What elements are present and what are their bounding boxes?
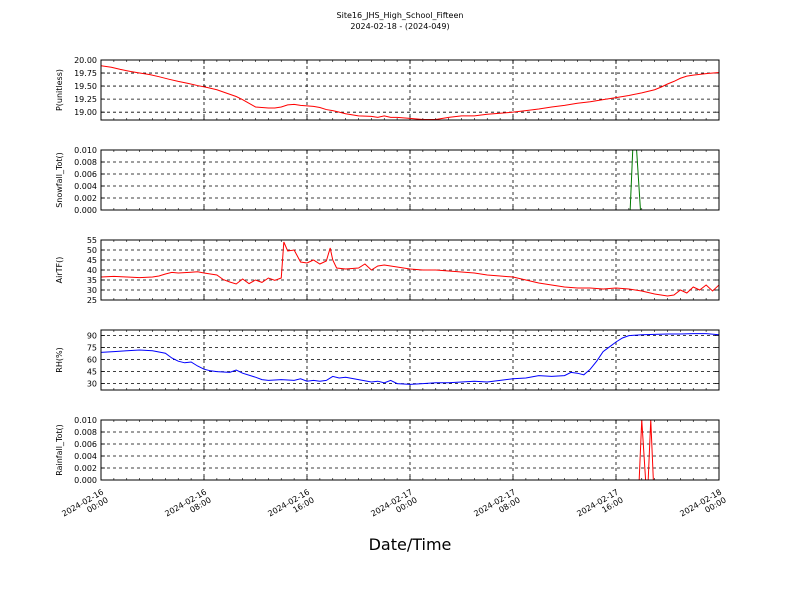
panel-frame bbox=[100, 239, 720, 301]
y-axis-label: RH(%) bbox=[55, 347, 64, 372]
panel-frame bbox=[100, 419, 720, 481]
panel-frame bbox=[100, 329, 720, 391]
y-tick-label: 45 bbox=[87, 368, 97, 377]
series-line bbox=[101, 333, 719, 385]
y-tick-label: 0.008 bbox=[74, 158, 97, 167]
panel-4: 30 45 60 75 90 RH(%) bbox=[55, 329, 720, 391]
y-tick-label: 0.006 bbox=[74, 170, 97, 179]
y-tick-label: 0.000 bbox=[74, 206, 97, 215]
x-tick-label: 2024-02-1700:00 bbox=[369, 487, 418, 526]
y-tick-label: 0.008 bbox=[74, 428, 97, 437]
chart-panels: 19.00 19.25 19.50 19.75 20.00 P(unitless) 0.00… bbox=[55, 56, 720, 485]
y-tick-label: 90 bbox=[87, 332, 97, 341]
x-tick-label: 2024-02-1800:00 bbox=[678, 487, 727, 526]
y-tick-label: 0.004 bbox=[74, 452, 97, 461]
x-tick-label: 2024-02-1608:00 bbox=[163, 487, 212, 526]
y-axis-label: P(unitless) bbox=[55, 69, 64, 111]
y-axis-label: Snowfall_Tot() bbox=[55, 152, 64, 208]
x-tick-label: 2024-02-1600:00 bbox=[60, 487, 109, 526]
y-tick-label: 0.004 bbox=[74, 182, 97, 191]
y-tick-label: 75 bbox=[87, 344, 97, 353]
panel-2: 0.000 0.002 0.004 0.006 0.008 0.010 Snowfall_T… bbox=[55, 146, 720, 215]
y-tick-label: 0.000 bbox=[74, 476, 97, 485]
y-tick-label: 35 bbox=[87, 276, 97, 285]
x-tick-label: 2024-02-1616:00 bbox=[266, 487, 315, 526]
y-tick-label: 25 bbox=[87, 296, 97, 305]
y-tick-label: 19.75 bbox=[74, 69, 97, 78]
series-line bbox=[101, 65, 719, 120]
y-tick-label: 19.00 bbox=[74, 108, 97, 117]
chart-subtitle: 2024-02-18 - (2024-049) bbox=[350, 22, 449, 31]
y-tick-label: 45 bbox=[87, 256, 97, 265]
panel-5: 0.000 0.002 0.004 0.006 0.008 0.010 Rainfall_T… bbox=[55, 416, 720, 485]
panel-1: 19.00 19.25 19.50 19.75 20.00 P(unitless) bbox=[55, 56, 720, 121]
y-tick-label: 40 bbox=[87, 266, 97, 275]
y-tick-label: 19.50 bbox=[74, 82, 97, 91]
x-axis-label: Date/Time bbox=[369, 535, 452, 554]
y-axis-label: Rainfall_Tot() bbox=[55, 424, 64, 476]
y-tick-label: 0.002 bbox=[74, 194, 97, 203]
x-tick-label: 2024-02-1708:00 bbox=[472, 487, 521, 526]
y-tick-label: 60 bbox=[87, 356, 97, 365]
y-axis-label: AirTF() bbox=[55, 257, 64, 284]
y-tick-label: 0.002 bbox=[74, 464, 97, 473]
y-tick-label: 20.00 bbox=[74, 56, 97, 65]
panel-frame bbox=[100, 149, 720, 211]
y-tick-label: 0.010 bbox=[74, 416, 97, 425]
chart-title: Site16_JHS_High_School_Fifteen bbox=[337, 11, 464, 20]
y-tick-label: 0.006 bbox=[74, 440, 97, 449]
x-axis-tick-labels: 2024-02-1600:00 2024-02-1608:00 2024-02-16… bbox=[60, 487, 727, 526]
y-tick-label: 50 bbox=[87, 246, 97, 255]
panel-frame bbox=[100, 59, 720, 121]
y-tick-label: 0.010 bbox=[74, 146, 97, 155]
series-line bbox=[101, 241, 719, 297]
x-tick-label: 2024-02-1716:00 bbox=[575, 487, 624, 526]
y-tick-label: 30 bbox=[87, 286, 97, 295]
y-tick-label: 55 bbox=[87, 236, 97, 245]
y-tick-label: 19.25 bbox=[74, 95, 97, 104]
series-line bbox=[101, 420, 719, 480]
y-tick-label: 30 bbox=[87, 380, 97, 389]
